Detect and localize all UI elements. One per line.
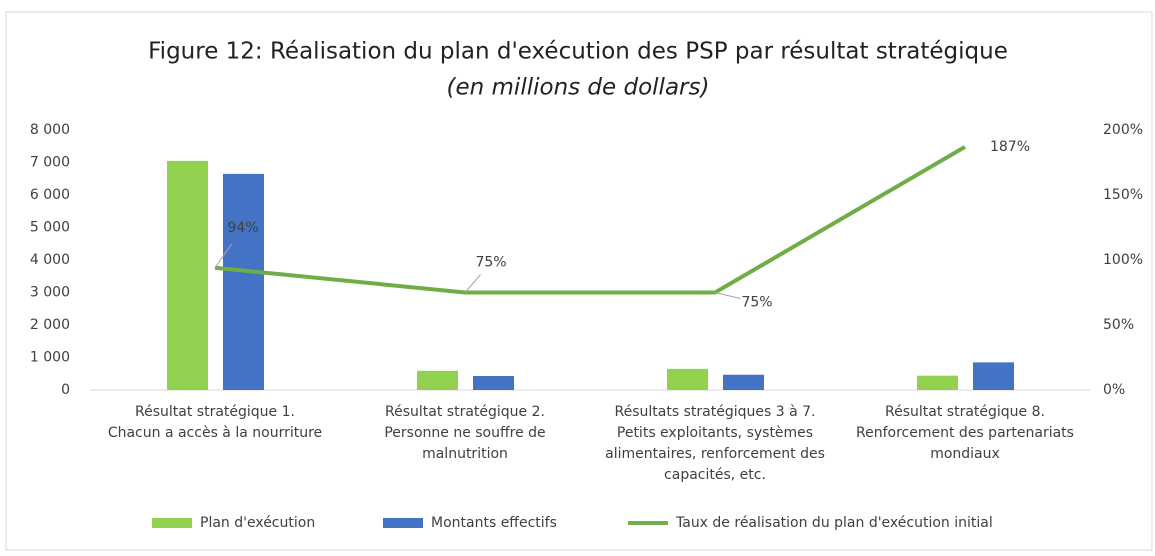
y2-tick-label: 0% xyxy=(1103,382,1125,398)
x-tick-line: Petits exploitants, systèmes xyxy=(617,425,813,441)
line-series xyxy=(214,145,967,295)
label-leader xyxy=(464,274,481,293)
y-tick-label: 1 000 xyxy=(30,350,70,366)
legend-swatch xyxy=(383,518,423,528)
x-tick-line: alimentaires, renforcement des xyxy=(605,446,825,462)
y-tick-label: 5 000 xyxy=(30,220,70,236)
y2-tick-label: 200% xyxy=(1103,122,1143,138)
x-tick-line: malnutrition xyxy=(422,446,508,462)
label-leader xyxy=(214,243,233,269)
y-tick-label: 2 000 xyxy=(30,317,70,333)
data-label: 75% xyxy=(741,295,772,311)
x-tick-line: Personne ne souffre de xyxy=(384,425,545,441)
x-tick-line: Résultat stratégique 2. xyxy=(385,404,545,420)
bar xyxy=(917,375,958,390)
y-tick-label: 3 000 xyxy=(30,285,70,301)
x-tick-label: Résultat stratégique 8. Renforcement des … xyxy=(856,404,1074,462)
bar xyxy=(473,376,514,390)
y-tick-label: 4 000 xyxy=(30,252,70,268)
bar xyxy=(973,362,1014,390)
x-tick-label: Résultats stratégiques 3 à 7. Petits expl… xyxy=(605,404,825,483)
label-leader xyxy=(714,292,741,299)
x-tick-label: Résultat stratégique 1. Chacun a accès à … xyxy=(108,404,322,441)
y2-tick-label: 50% xyxy=(1103,317,1134,333)
bar xyxy=(667,368,708,390)
legend-label: Taux de réalisation du plan d'exécution … xyxy=(675,515,993,531)
bar xyxy=(223,173,264,390)
x-tick-label: Résultat stratégique 2. Personne ne souff… xyxy=(384,404,545,462)
x-tick-line: Résultats stratégiques 3 à 7. xyxy=(615,404,816,420)
bar xyxy=(723,374,764,390)
data-label: 187% xyxy=(990,139,1030,155)
chart-subtitle: (en millions de dollars) xyxy=(447,75,710,101)
x-tick-line: capacités, etc. xyxy=(664,467,766,483)
y-tick-label: 7 000 xyxy=(30,155,70,171)
y-tick-label: 8 000 xyxy=(30,122,70,138)
y-tick-label: 6 000 xyxy=(30,187,70,203)
legend-label: Montants effectifs xyxy=(431,515,557,531)
legend-label: Plan d'exécution xyxy=(200,515,315,531)
bar xyxy=(167,160,208,390)
y2-tick-label: 100% xyxy=(1103,252,1143,268)
chart-title: Figure 12: Réalisation du plan d'exécuti… xyxy=(148,39,1008,65)
x-tick-line: Résultat stratégique 1. xyxy=(135,404,295,420)
x-tick-line: Résultat stratégique 8. xyxy=(885,404,1045,420)
y-tick-label: 0 xyxy=(61,382,70,398)
legend-swatch xyxy=(152,518,192,528)
bar xyxy=(417,370,458,390)
x-tick-line: mondiaux xyxy=(930,446,1000,462)
data-label: 75% xyxy=(475,255,506,271)
data-label: 94% xyxy=(227,220,258,236)
x-tick-line: Chacun a accès à la nourriture xyxy=(108,425,322,441)
y2-tick-label: 150% xyxy=(1103,187,1143,203)
x-tick-line: Renforcement des partenariats xyxy=(856,425,1074,441)
